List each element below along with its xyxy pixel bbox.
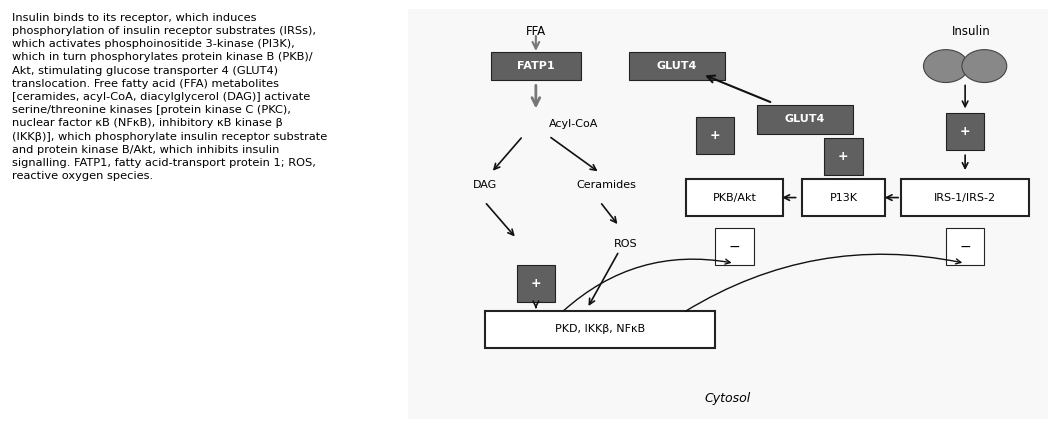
Text: GLUT4: GLUT4 [657, 61, 697, 71]
Text: +: + [710, 129, 720, 143]
FancyBboxPatch shape [686, 179, 783, 216]
Text: Insulin binds to its receptor, which induces
phosphorylation of insulin receptor: Insulin binds to its receptor, which ind… [12, 13, 327, 181]
FancyBboxPatch shape [696, 117, 735, 155]
FancyBboxPatch shape [946, 229, 985, 265]
Text: IRS-1/IRS-2: IRS-1/IRS-2 [934, 193, 997, 202]
FancyBboxPatch shape [901, 179, 1029, 216]
FancyBboxPatch shape [715, 229, 754, 265]
Text: −: − [959, 240, 971, 254]
FancyBboxPatch shape [824, 138, 863, 175]
FancyBboxPatch shape [946, 113, 985, 150]
Ellipse shape [923, 50, 968, 83]
Text: PKB/Akt: PKB/Akt [713, 193, 756, 202]
Text: ROS: ROS [614, 239, 638, 249]
Text: FFA: FFA [525, 25, 546, 38]
FancyBboxPatch shape [485, 311, 715, 348]
FancyBboxPatch shape [757, 105, 852, 134]
Ellipse shape [962, 50, 1007, 83]
Text: Acyl-CoA: Acyl-CoA [549, 119, 598, 128]
Text: PKD, IKKβ, NFκB: PKD, IKKβ, NFκB [555, 324, 645, 334]
Text: +: + [959, 125, 970, 138]
Text: Ceramides: Ceramides [576, 180, 636, 190]
Text: +: + [838, 150, 848, 163]
FancyBboxPatch shape [802, 179, 885, 216]
FancyBboxPatch shape [517, 265, 555, 302]
Text: Insulin: Insulin [952, 25, 991, 38]
Text: −: − [729, 240, 740, 254]
Text: Cytosol: Cytosol [705, 392, 751, 405]
Text: P13K: P13K [829, 193, 858, 202]
Text: FATP1: FATP1 [517, 61, 555, 71]
Text: GLUT4: GLUT4 [785, 115, 825, 125]
Text: +: + [531, 277, 541, 290]
FancyBboxPatch shape [629, 52, 724, 80]
Text: DAG: DAG [472, 180, 497, 190]
FancyBboxPatch shape [491, 52, 580, 80]
FancyBboxPatch shape [395, 4, 1055, 428]
